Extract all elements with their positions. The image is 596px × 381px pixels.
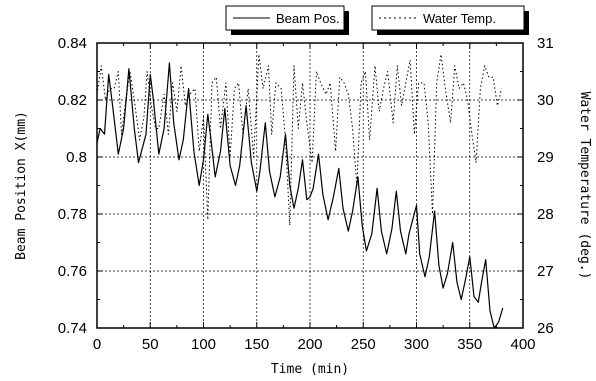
y2-tick-label: 28 [537,206,554,223]
y2-tick-label: 30 [537,92,554,109]
legend-beam-label: Beam Pos. [276,11,340,26]
x-tick-label: 200 [297,336,322,353]
y-tick-label: 0.78 [58,206,87,223]
plot-frame [96,42,524,329]
legend-water-temp: Water Temp. [371,5,529,35]
legend-beam-pos: Beam Pos. [225,5,349,35]
y2-tick-label: 27 [537,263,554,280]
y-tick-label: 0.76 [58,263,87,280]
grid [97,43,523,328]
x-tick-label: 350 [457,336,482,353]
y-tick-label: 0.74 [58,320,87,337]
x-tick-label: 400 [510,336,535,353]
y2-tick-label: 31 [537,35,554,52]
legend-water-label: Water Temp. [423,11,496,26]
y-tick-label: 0.8 [66,149,87,166]
y-tick-label: 0.84 [58,35,87,52]
x-tick-label: 50 [142,336,159,353]
y2-tick-label: 26 [537,320,554,337]
tick-labels: 0 50 100 150 200 250 300 350 400 0.74 0.76 0.78 0.8 0… [58,35,554,353]
y2-axis-label: Water Temperature (deg.) [577,92,592,280]
tick-marks [96,42,524,329]
x-tick-label: 300 [404,336,429,353]
x-tick-label: 250 [351,336,376,353]
x-axis-label: Time (min) [271,362,349,377]
y2-tick-label: 29 [537,149,554,166]
series-beam-pos-line [96,62,504,329]
x-tick-label: 0 [93,336,101,353]
x-tick-label: 100 [191,336,216,353]
y-axis-label: Beam Position X(mm) [14,111,29,260]
y-tick-label: 0.82 [58,92,87,109]
series-layer [96,53,504,329]
series-water-temp-line [96,53,503,226]
x-tick-label: 150 [244,336,269,353]
